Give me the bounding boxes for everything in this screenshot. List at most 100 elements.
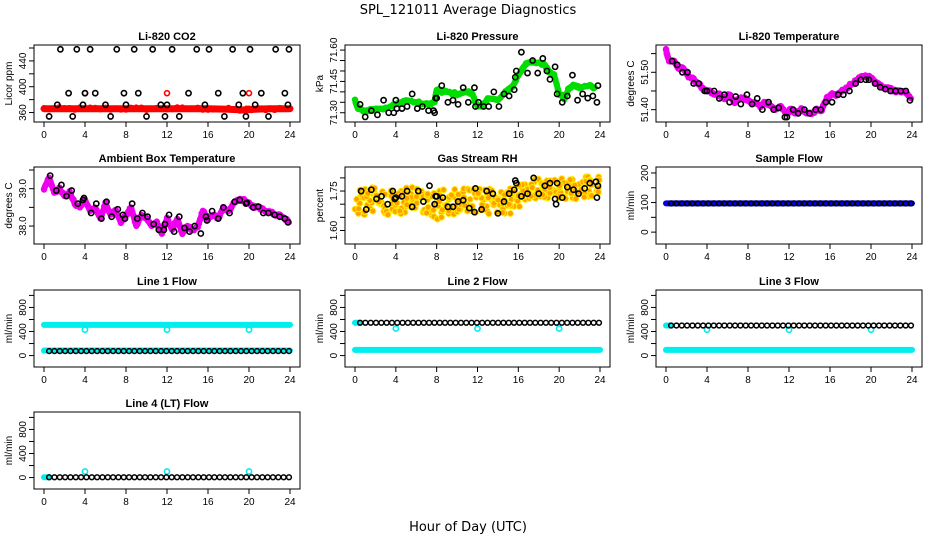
avg-point <box>57 45 64 53</box>
avg-point <box>783 113 791 121</box>
avg-point <box>838 322 845 329</box>
avg-point <box>243 199 251 207</box>
avg-point <box>510 186 518 194</box>
y-tick-label: 400 <box>18 78 29 95</box>
avg-point <box>265 209 272 217</box>
raw-point <box>484 194 492 202</box>
raw-point <box>466 195 474 203</box>
avg-point <box>794 109 802 117</box>
raw-point <box>194 104 201 111</box>
avg-point <box>163 468 171 475</box>
avg-point <box>227 474 234 481</box>
avg-point <box>865 322 872 329</box>
y-tick-label: 800 <box>329 299 340 316</box>
avg-point <box>163 101 171 109</box>
raw-point <box>133 104 140 111</box>
avg-point <box>191 222 199 230</box>
avg-point <box>539 55 547 62</box>
avg-point <box>678 322 685 329</box>
y-tick-label: 1.75 <box>329 181 340 201</box>
avg-point <box>524 69 531 77</box>
avg-point <box>510 319 518 326</box>
y-tick-label: 400 <box>640 323 651 340</box>
avg-point <box>251 101 259 109</box>
x-tick-label: 4 <box>393 375 399 386</box>
avg-point <box>102 101 109 109</box>
avg-point <box>483 187 491 195</box>
raw-point <box>369 207 377 215</box>
avg-point <box>73 45 81 53</box>
avg-point <box>254 203 262 211</box>
avg-point <box>138 209 146 217</box>
avg-point <box>108 213 116 221</box>
raw-point <box>86 104 94 111</box>
x-tick-label: 24 <box>594 375 606 386</box>
raw-point <box>662 45 670 53</box>
raw-point <box>143 106 150 113</box>
avg-point <box>239 89 247 97</box>
avg-point <box>197 230 205 237</box>
avg-point <box>392 96 400 104</box>
y-axis-label: ml/min <box>626 314 637 343</box>
avg-point <box>45 113 53 120</box>
x-tick-label: 12 <box>472 375 484 386</box>
raw-point <box>61 104 68 112</box>
avg-point <box>161 220 169 228</box>
raw-point <box>355 205 363 213</box>
figure-xlabel: Hour of Day (UTC) <box>409 520 527 535</box>
avg-point <box>203 217 211 224</box>
raw-point <box>122 106 130 113</box>
avg-point <box>532 319 539 326</box>
avg-point <box>128 200 136 208</box>
avg-point <box>484 319 491 326</box>
avg-point <box>575 190 582 198</box>
raw-point <box>396 207 404 215</box>
x-tick-label: 12 <box>161 375 173 386</box>
avg-point <box>243 474 250 481</box>
avg-point <box>683 322 691 329</box>
y-tick-label: 71.60 <box>329 37 340 62</box>
avg-point <box>284 101 292 109</box>
x-tick-label: 12 <box>472 252 484 263</box>
raw-point <box>148 105 155 112</box>
raw-point <box>515 202 523 210</box>
x-tick-label: 20 <box>554 252 566 263</box>
avg-point <box>179 474 186 481</box>
y-axis-label: ml/min <box>315 314 326 343</box>
avg-point <box>555 325 563 332</box>
avg-point <box>552 200 560 208</box>
panel-title: Line 2 Flow <box>448 276 508 288</box>
avg-point <box>390 109 398 117</box>
avg-point <box>388 319 396 326</box>
avg-point <box>361 113 369 121</box>
avg-point <box>170 228 178 236</box>
raw-point <box>209 106 217 113</box>
y-tick-label: 51.50 <box>640 59 651 84</box>
x-tick-label: 0 <box>663 375 669 386</box>
y-axis-label: ml/min <box>4 314 15 343</box>
panel-title: Li-820 Pressure <box>437 31 519 43</box>
y-tick-label: 400 <box>18 445 29 462</box>
x-tick-label: 0 <box>663 130 669 141</box>
avg-point <box>546 75 554 83</box>
avg-point <box>846 87 853 95</box>
avg-point <box>91 89 99 97</box>
plot-area <box>663 322 915 353</box>
avg-point <box>420 319 427 326</box>
avg-point <box>543 67 551 75</box>
avg-point <box>275 474 282 481</box>
avg-point <box>122 101 130 109</box>
avg-point <box>398 192 406 200</box>
avg-point <box>694 322 701 329</box>
avg-point <box>822 322 829 329</box>
plot-area <box>41 468 293 481</box>
avg-point <box>742 322 749 329</box>
avg-point <box>897 322 904 329</box>
avg-point <box>152 474 159 481</box>
avg-point <box>51 474 58 481</box>
avg-point <box>715 322 723 329</box>
raw-point <box>220 105 227 113</box>
avg-point <box>510 86 518 94</box>
x-tick-label: 16 <box>513 252 525 263</box>
